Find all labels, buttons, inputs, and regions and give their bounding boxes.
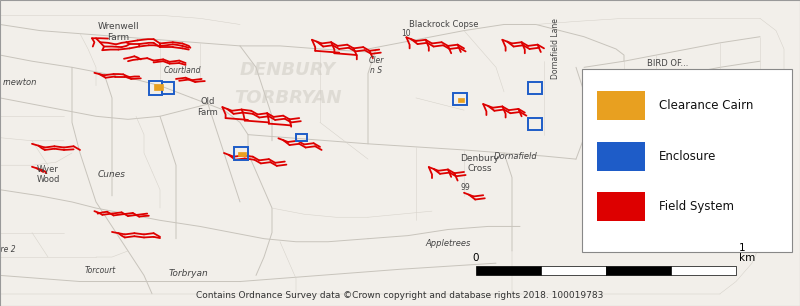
Text: Dornafield: Dornafield	[494, 151, 538, 161]
Text: Acre 2: Acre 2	[0, 245, 16, 254]
Text: 1
km: 1 km	[739, 243, 755, 263]
Bar	[671, 266, 736, 275]
Text: 10: 10	[402, 29, 411, 38]
Bar	[238, 152, 246, 156]
Bar	[453, 93, 467, 105]
Bar	[528, 118, 542, 130]
Bar	[582, 69, 792, 252]
Bar	[597, 142, 645, 171]
Text: Contains Ordnance Survey data ©Crown copyright and database rights 2018. 1000197: Contains Ordnance Survey data ©Crown cop…	[196, 292, 604, 300]
Text: Enclosure: Enclosure	[659, 150, 717, 162]
Text: Cler
n S: Cler n S	[368, 56, 384, 76]
Text: 0: 0	[473, 252, 479, 263]
Bar	[597, 91, 645, 120]
Bar	[154, 84, 163, 90]
Text: DENBURY: DENBURY	[240, 62, 336, 79]
Text: 10: 10	[763, 213, 773, 222]
Bar	[476, 266, 541, 275]
Text: Torcourt: Torcourt	[84, 266, 116, 275]
Bar	[296, 134, 307, 141]
Text: 99: 99	[461, 183, 470, 192]
Text: BIRD OF...
CENTRE: BIRD OF... CENTRE	[647, 59, 689, 79]
Bar	[458, 98, 464, 102]
Text: Wrenwell
Farm: Wrenwell Farm	[98, 22, 139, 42]
Bar	[234, 147, 248, 160]
Text: Torbryan: Torbryan	[168, 269, 208, 278]
Text: Field System: Field System	[659, 200, 734, 213]
Text: Denbury
Cross: Denbury Cross	[461, 154, 499, 174]
Text: Old
Farm: Old Farm	[198, 97, 218, 117]
Text: Cunes: Cunes	[98, 170, 126, 179]
Text: Garden C.: Garden C.	[665, 158, 703, 167]
Text: Blackrock Copse: Blackrock Copse	[410, 20, 478, 29]
Bar	[606, 266, 671, 275]
Text: TORBRYAN: TORBRYAN	[234, 89, 342, 107]
Text: rnewton: rnewton	[3, 78, 37, 87]
Text: Dornafield Lane: Dornafield Lane	[551, 19, 561, 79]
Text: Wyer
Wood: Wyer Wood	[36, 165, 60, 184]
Text: Solar
Panels: Solar Panels	[662, 117, 690, 137]
Bar	[541, 266, 606, 275]
Bar	[149, 81, 162, 95]
Text: Clearance Cairn: Clearance Cairn	[659, 99, 754, 112]
Bar	[528, 82, 542, 94]
Bar	[597, 192, 645, 221]
Text: Courtland: Courtland	[164, 66, 201, 76]
Bar	[162, 82, 174, 94]
Text: Appletrees: Appletrees	[426, 239, 470, 248]
